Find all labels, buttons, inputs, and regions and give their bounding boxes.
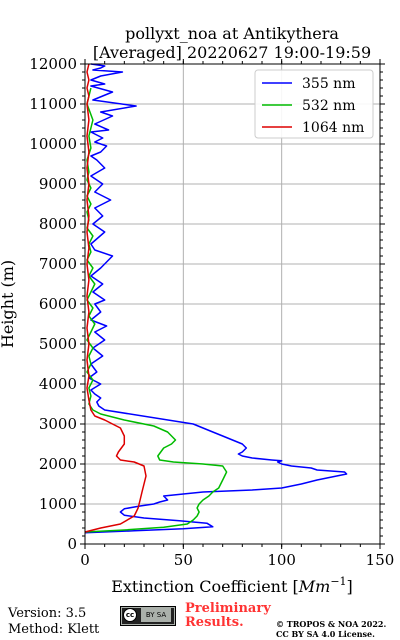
x-tick-label: 50 <box>174 551 193 569</box>
y-tick-label: 7000 <box>39 255 77 273</box>
x-axis-label: Extinction Coefficient [Mm−1] <box>111 575 353 596</box>
y-tick-label: 4000 <box>39 375 77 393</box>
series-layer <box>84 63 348 534</box>
method-label: Method: Klett <box>8 622 100 637</box>
y-tick-label: 2000 <box>39 455 77 473</box>
preliminary-line-2: Results. <box>185 615 244 630</box>
preliminary-results-note: Preliminary Results. <box>185 602 271 630</box>
y-axis-label: Height (m) <box>0 260 17 348</box>
y-tick-label: 9000 <box>39 175 77 193</box>
extinction-profile-chart: pollyxt_noa at Antikythera [Averaged] 20… <box>0 24 394 596</box>
axis-ticks: 0100020003000400050006000700080009000100… <box>29 55 394 569</box>
cc-by-sa-icon: cc BY SA <box>120 606 176 626</box>
chart-title: pollyxt_noa at Antikythera <box>125 24 339 43</box>
y-tick-label: 1000 <box>39 495 77 513</box>
y-tick-label: 3000 <box>39 415 77 433</box>
copyright-line-1: © TROPOS & NOA 2022. <box>276 619 387 629</box>
legend: 355 nm 532 nm 1064 nm <box>254 69 374 139</box>
preliminary-line-1: Preliminary <box>185 601 271 616</box>
copyright-line-2: CC BY SA 4.0 License. <box>276 629 375 639</box>
chart-subtitle: [Averaged] 20220627 19:00-19:59 <box>93 43 371 62</box>
legend-label-355-nm: 355 nm <box>302 76 355 92</box>
series-line-1064-nm <box>84 63 147 533</box>
cc-logo-icon: cc <box>123 608 137 622</box>
legend-label-1064-nm: 1064 nm <box>302 120 364 136</box>
x-tick-label: 150 <box>366 551 395 569</box>
y-tick-label: 12000 <box>29 55 77 73</box>
copyright-note: © TROPOS & NOA 2022. CC BY SA 4.0 Licens… <box>276 619 386 639</box>
y-tick-label: 11000 <box>29 95 77 113</box>
y-tick-label: 8000 <box>39 215 77 233</box>
x-tick-label: 100 <box>267 551 296 569</box>
legend-label-532-nm: 532 nm <box>302 98 355 114</box>
x-axis-label-exponent: −1 <box>330 575 346 588</box>
by-sa-icon: BY SA <box>141 608 171 622</box>
legend-box <box>254 69 374 139</box>
x-axis-label-unit: Mm <box>298 577 331 596</box>
x-axis-label-main: Extinction Coefficient [ <box>111 577 299 596</box>
series-line-532-nm <box>84 87 228 533</box>
y-tick-label: 5000 <box>39 335 77 353</box>
x-tick-label: 0 <box>80 551 90 569</box>
x-axis-label-end: ] <box>347 577 353 596</box>
version-label: Version: 3.5 <box>8 606 87 621</box>
y-tick-label: 10000 <box>29 135 77 153</box>
series-line-355-nm <box>84 63 348 534</box>
y-tick-label: 0 <box>67 535 77 553</box>
y-tick-label: 6000 <box>39 295 77 313</box>
